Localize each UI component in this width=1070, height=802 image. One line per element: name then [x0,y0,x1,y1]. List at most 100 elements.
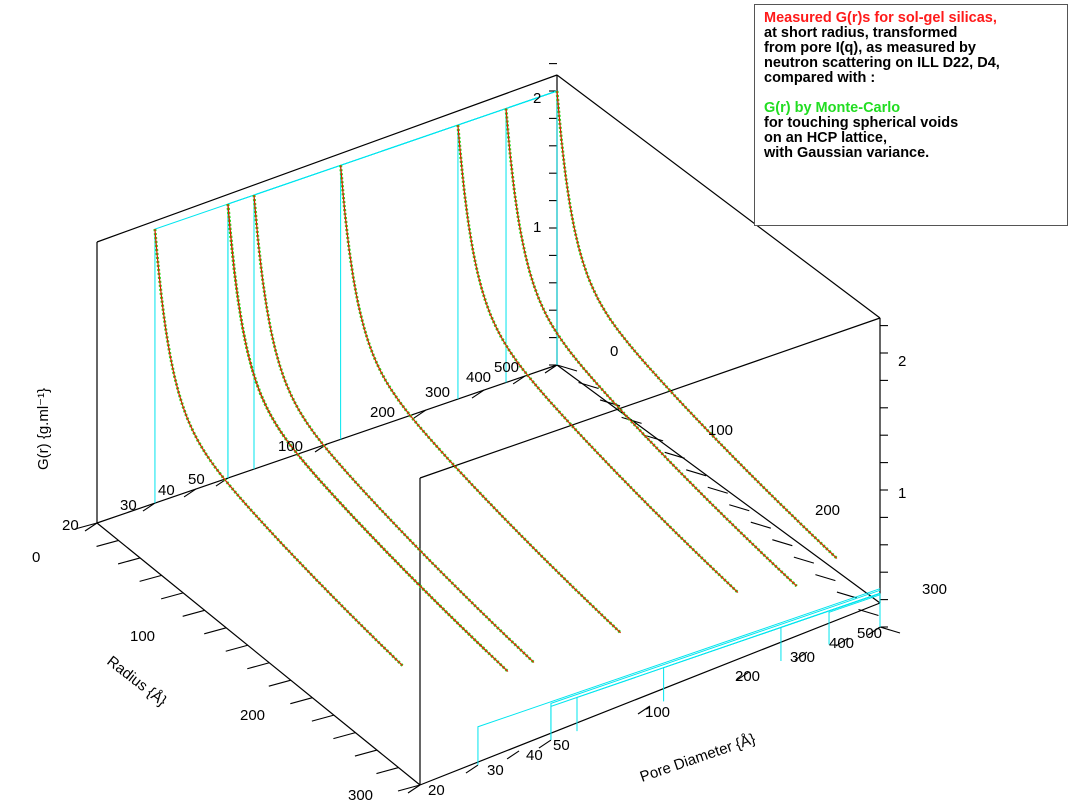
gr-right-tick-2: 2 [898,353,906,370]
radius-tick [96,539,119,547]
pore-back-tick [544,364,558,374]
radius-right-tick [772,539,793,547]
data-curves [153,90,838,673]
radius-tick [268,679,291,687]
gr-right-tick-1: 1 [898,485,906,502]
radius-tick [333,732,356,740]
legend-line-2: at short radius, transformed [764,25,958,41]
gr-tick-labels: 2 1 2 1 [533,90,906,502]
back-wall-top-edge [96,74,558,243]
radius-right-tick-300: 300 [922,581,947,598]
pore-back-tick-300: 300 [425,384,450,401]
pore-front-tick-40: 40 [526,747,543,764]
legend-box: Measured G(r)s for sol-gel silicas, at s… [754,4,1068,226]
radius-right-tick [858,609,879,617]
radius-tick [225,644,248,652]
measured-curve [154,229,404,667]
frame [96,74,881,786]
pore-back-tick [84,522,98,532]
pore-front-tick-300: 300 [790,649,815,666]
measured-curve [340,165,622,634]
pore-front-tick [867,626,881,636]
radius-right-tick [707,486,728,494]
pore-back-tick [183,488,197,498]
measured-curve [556,90,838,559]
pore-front-tick-400: 400 [829,635,854,652]
radius-right-tick [793,556,815,564]
radius-right-tick [686,469,707,477]
pore-front-tick [538,739,552,749]
measured-curve [457,124,739,593]
pore-back-tick-200: 200 [370,404,395,421]
front-projection [576,592,881,732]
radius-tick [354,749,378,757]
radius-right-tick [750,521,771,529]
z-axis-title: G(r) {g.ml⁻¹} [35,388,52,470]
pore-back-tick-20: 20 [62,517,79,534]
radius-tick [74,522,98,530]
radius-right-tick-200: 200 [815,502,840,519]
pore-front-tick [506,750,520,760]
gr-back-tick-2: 2 [533,90,541,107]
pore-back-tick-400: 400 [466,369,491,386]
pore-back-tick-40: 40 [158,482,175,499]
left-floor-edge [96,522,421,786]
pore-front-tick-200: 200 [735,668,760,685]
pore-front-tick [736,671,750,681]
radius-tick-300: 300 [348,787,373,802]
legend-montecarlo-line: G(r) by Monte-Carlo [764,100,901,116]
pore-back-tick-30: 30 [120,497,137,514]
measured-curve [227,203,487,652]
legend-line-3: from pore I(q), as measured by [764,40,976,56]
pore-back-tick-100: 100 [278,438,303,455]
pore-back-tick-labels: 20 30 40 50 100 200 300 400 500 [62,359,519,534]
back-projection [505,90,558,383]
pore-back-tick [512,375,526,385]
front-projection [828,594,881,645]
right-floor-edge [556,364,881,604]
front-projection [477,588,881,766]
radius-right-tick [729,504,750,512]
radius-tick [160,592,184,600]
front-box-top-edge [419,317,881,479]
radius-tick [247,662,270,670]
legend-line-5: compared with : [764,70,876,86]
pore-front-tick [835,637,849,647]
measured-curve [227,203,509,672]
radius-tick-labels: 0 100 200 300 [32,549,373,802]
pore-front-tick-20: 20 [428,782,445,799]
montecarlo-curve [339,165,622,634]
axis-ticks [74,63,901,794]
pore-front-tick [794,651,808,661]
radius-right-tick [815,574,836,582]
radius-right-tick [664,451,685,459]
radius-tick-200: 200 [240,707,265,724]
radius-tick-0: 0 [32,549,40,566]
pore-front-tick-labels: 20 30 40 50 100 200 300 400 500 [428,625,882,799]
front-floor-edge [419,602,881,786]
radius-tick-100: 100 [130,628,155,645]
radius-right-tick [599,399,621,407]
gr-back-tick-1: 1 [533,219,541,236]
right-wall-top-edge [556,74,881,319]
legend-line-8: on an HCP lattice, [764,130,888,146]
pore-back-tick [471,389,485,399]
x-axis-title: Pore Diameter {Å} [638,730,758,785]
radius-tick [397,784,421,792]
measured-curve [253,195,535,663]
radius-tick [182,609,205,617]
pore-front-tick [407,784,421,794]
montecarlo-curve [252,194,535,664]
pore-front-tick-100: 100 [645,704,670,721]
radius-right-tick [879,626,901,634]
pore-front-tick-50: 50 [553,737,570,754]
radius-right-tick [578,381,599,389]
radius-right-tick-labels: 0 100 200 300 [610,343,947,598]
radius-tick [290,697,313,705]
montecarlo-curve [226,203,509,673]
legend-line-4: neutron scattering on ILL D22, D4, [764,55,1000,71]
legend-line-7: for touching spherical voids [764,115,959,131]
radius-right-tick-100: 100 [708,422,733,439]
y-axis-title: Radius {Å} [104,653,170,710]
